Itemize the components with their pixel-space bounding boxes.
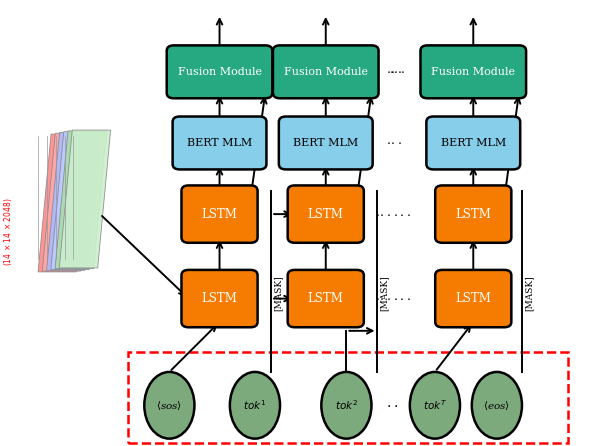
Text: [MASK]: [MASK] bbox=[380, 275, 389, 311]
Text: [MASK]: [MASK] bbox=[525, 275, 533, 311]
Text: $\cdot\!\cdot\!\cdot$: $\cdot\!\cdot\!\cdot$ bbox=[386, 65, 401, 78]
Text: Fusion Module: Fusion Module bbox=[432, 67, 515, 77]
Polygon shape bbox=[47, 132, 98, 270]
FancyBboxPatch shape bbox=[435, 270, 511, 327]
Text: (14 $\times$ 14 $\times$ 2048): (14 $\times$ 14 $\times$ 2048) bbox=[2, 198, 14, 266]
Text: $tok^2$: $tok^2$ bbox=[335, 398, 358, 412]
Text: LSTM: LSTM bbox=[202, 207, 237, 221]
FancyBboxPatch shape bbox=[182, 186, 258, 243]
Ellipse shape bbox=[410, 372, 460, 438]
FancyBboxPatch shape bbox=[173, 116, 266, 169]
Text: $\cdot\cdot$: $\cdot\cdot$ bbox=[387, 398, 398, 412]
Text: $\cdot\!\cdot\!\cdot\!\cdot\!\cdot\!\cdot$: $\cdot\!\cdot\!\cdot\!\cdot\!\cdot\!\cdo… bbox=[375, 292, 412, 305]
Text: LSTM: LSTM bbox=[308, 292, 344, 305]
Text: $tok^1$: $tok^1$ bbox=[243, 398, 266, 412]
Text: BERT MLM: BERT MLM bbox=[293, 138, 358, 148]
Text: LSTM: LSTM bbox=[202, 292, 237, 305]
Ellipse shape bbox=[144, 372, 194, 438]
Text: [MASK]: [MASK] bbox=[274, 275, 283, 311]
FancyBboxPatch shape bbox=[426, 116, 520, 169]
FancyBboxPatch shape bbox=[420, 45, 526, 98]
Text: LSTM: LSTM bbox=[308, 207, 344, 221]
Text: $\cdot\!\cdot\!\cdot$: $\cdot\!\cdot\!\cdot$ bbox=[389, 65, 404, 78]
Text: $\cdot\!\cdot\!\cdot\!\cdot\!\cdot\!\cdot$: $\cdot\!\cdot\!\cdot\!\cdot\!\cdot\!\cdo… bbox=[375, 207, 412, 221]
FancyBboxPatch shape bbox=[167, 45, 272, 98]
Ellipse shape bbox=[472, 372, 522, 438]
Text: $\langle$sos$\rangle$: $\langle$sos$\rangle$ bbox=[156, 399, 182, 412]
Text: Fusion Module: Fusion Module bbox=[178, 67, 262, 77]
Text: $\cdot\!\cdot\!\cdot$: $\cdot\!\cdot\!\cdot$ bbox=[386, 136, 401, 149]
Text: BERT MLM: BERT MLM bbox=[187, 138, 252, 148]
FancyBboxPatch shape bbox=[435, 186, 511, 243]
Text: LSTM: LSTM bbox=[455, 292, 491, 305]
Text: $tok^T$: $tok^T$ bbox=[423, 398, 447, 412]
FancyBboxPatch shape bbox=[273, 45, 378, 98]
FancyBboxPatch shape bbox=[279, 116, 373, 169]
FancyBboxPatch shape bbox=[288, 186, 364, 243]
Text: Fusion Module: Fusion Module bbox=[284, 67, 368, 77]
FancyBboxPatch shape bbox=[288, 270, 364, 327]
Polygon shape bbox=[38, 134, 89, 272]
Text: $\langle$eos$\rangle$: $\langle$eos$\rangle$ bbox=[484, 399, 510, 412]
FancyBboxPatch shape bbox=[182, 270, 258, 327]
Ellipse shape bbox=[321, 372, 372, 438]
Text: BERT MLM: BERT MLM bbox=[440, 138, 506, 148]
Text: LSTM: LSTM bbox=[455, 207, 491, 221]
Polygon shape bbox=[55, 131, 107, 268]
Polygon shape bbox=[59, 130, 111, 268]
Polygon shape bbox=[42, 133, 94, 271]
Ellipse shape bbox=[230, 372, 280, 438]
Polygon shape bbox=[51, 132, 102, 269]
